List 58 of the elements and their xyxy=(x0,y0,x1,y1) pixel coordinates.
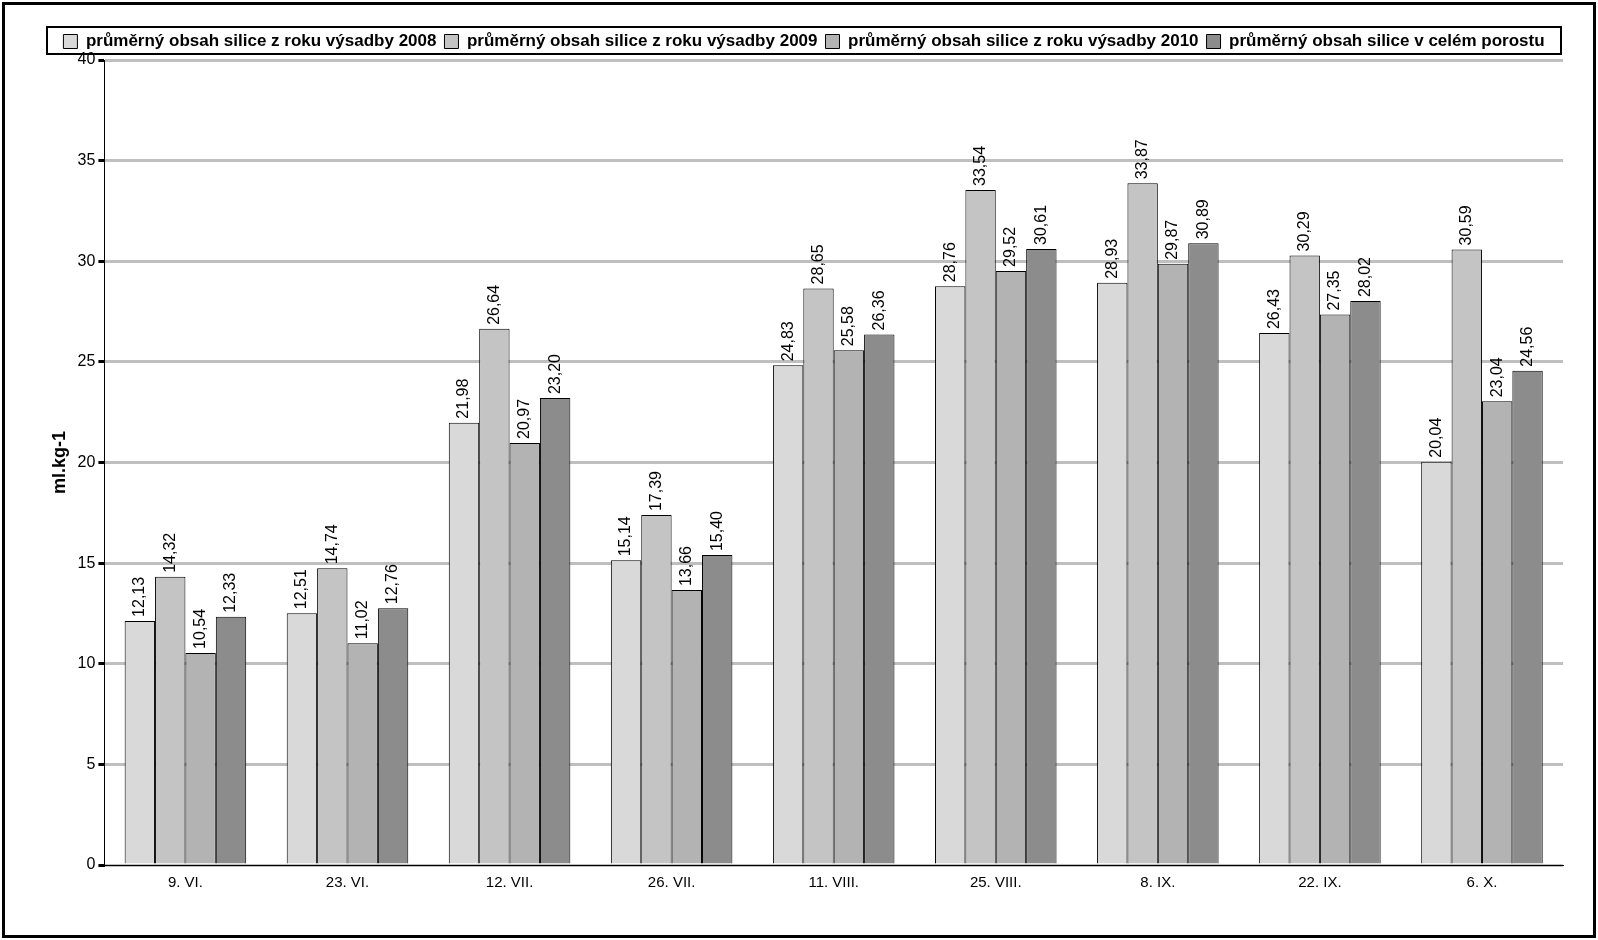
data-label: 30,89 xyxy=(1193,199,1211,240)
data-label: 12,51 xyxy=(292,569,310,610)
data-label: 29,87 xyxy=(1163,219,1181,260)
x-tick-label: 8. IX. xyxy=(1140,873,1176,891)
data-label: 24,83 xyxy=(778,321,796,362)
data-label: 12,76 xyxy=(383,564,401,605)
x-tick-label: 22. IX. xyxy=(1298,873,1342,891)
data-label: 26,64 xyxy=(484,284,502,325)
data-label: 26,43 xyxy=(1264,288,1282,330)
data-label: 15,40 xyxy=(707,510,725,552)
data-label: 17,39 xyxy=(646,470,664,512)
data-label: 30,61 xyxy=(1031,204,1049,245)
data-label: 29,52 xyxy=(1001,226,1019,267)
data-label: 28,02 xyxy=(1355,256,1373,298)
data-label: 30,29 xyxy=(1295,211,1313,252)
data-label: 27,35 xyxy=(1325,270,1343,311)
data-label: 28,93 xyxy=(1102,238,1120,279)
x-tick-label: 26. VII. xyxy=(647,873,696,891)
legend-label: průměrný obsah silice z roku výsadby 2009 xyxy=(466,31,818,51)
legend-label: průměrný obsah silice z roku výsadby 2008 xyxy=(85,31,437,51)
legend-label: průměrný obsah silice z roku výsadby 2010 xyxy=(848,31,1199,51)
data-label: 20,04 xyxy=(1426,417,1444,458)
data-label: 21,98 xyxy=(454,378,472,419)
data-label: 10,54 xyxy=(191,608,209,649)
x-tick-label: 23. VI. xyxy=(325,873,370,891)
data-label: 23,04 xyxy=(1487,357,1505,398)
data-label: 25,58 xyxy=(839,306,857,347)
data-label: 15,14 xyxy=(616,516,634,557)
data-label: 24,56 xyxy=(1517,326,1535,367)
y-tick-label: 15 xyxy=(77,553,96,571)
data-label: 12,13 xyxy=(130,576,148,617)
x-tick-label: 25. VIII. xyxy=(969,873,1022,891)
data-label: 12,33 xyxy=(221,572,239,613)
data-label: 23,20 xyxy=(545,353,563,395)
data-label: 30,59 xyxy=(1457,205,1475,246)
y-axis-title: ml.kg-1 xyxy=(48,430,69,495)
data-label: 11,02 xyxy=(353,600,371,640)
y-tick-label: 25 xyxy=(77,352,96,370)
y-tick-label: 0 xyxy=(86,855,96,873)
x-tick-label: 11. VIII. xyxy=(808,873,859,891)
y-tick-label: 10 xyxy=(77,654,96,672)
data-label: 14,74 xyxy=(322,524,340,565)
x-tick-label: 12. VII. xyxy=(485,873,534,891)
x-tick-label: 6. X. xyxy=(1466,873,1498,891)
data-label: 28,65 xyxy=(808,244,826,285)
x-tick-label: 9. VI. xyxy=(167,873,203,891)
data-label: 26,36 xyxy=(869,290,887,331)
y-tick-label: 20 xyxy=(77,452,96,470)
legend-label: průměrný obsah silice v celém porostu xyxy=(1229,31,1545,51)
data-label: 14,32 xyxy=(160,532,178,573)
data-label: 33,87 xyxy=(1133,139,1151,180)
y-tick-label: 5 xyxy=(86,754,96,772)
data-label: 28,76 xyxy=(940,242,958,283)
data-label: 33,54 xyxy=(970,145,988,187)
data-label: 20,97 xyxy=(515,398,533,439)
y-tick-label: 35 xyxy=(77,151,96,169)
data-label: 13,66 xyxy=(677,545,695,587)
y-tick-label: 30 xyxy=(77,251,96,269)
